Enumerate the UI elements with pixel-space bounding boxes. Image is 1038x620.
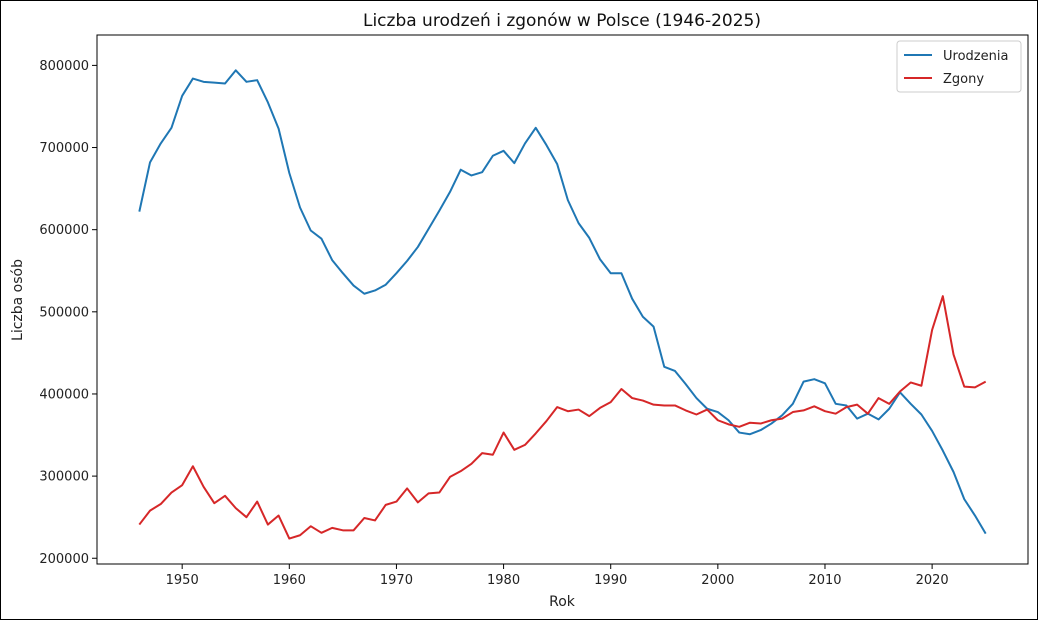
legend-label-zgony: Zgony [943, 72, 984, 87]
legend: Urodzenia Zgony [896, 40, 1022, 93]
x-tick-label: 1980 [487, 573, 520, 588]
y-tick-label: 300000 [39, 470, 89, 485]
plot-area [96, 34, 1029, 565]
y-axis-label: Liczba osób [10, 259, 26, 341]
y-tick-label: 500000 [39, 305, 89, 320]
x-tick-label: 1950 [166, 573, 199, 588]
legend-label-urodzenia: Urodzenia [943, 49, 1008, 64]
series-lines [138, 69, 987, 540]
x-tick-label: 2000 [701, 573, 734, 588]
series-line-zgony [138, 295, 987, 540]
series-line-urodzenia [138, 69, 987, 535]
x-tick-label: 1990 [594, 573, 627, 588]
y-tick-label: 200000 [39, 552, 89, 567]
y-tick-label: 700000 [39, 141, 89, 156]
chart-title: Liczba urodzeń i zgonów w Polsce (1946-2… [363, 11, 761, 31]
y-axis-ticks: 200000 300000 400000 500000 600000 700000 8000… [39, 59, 97, 567]
x-tick-label: 1960 [273, 573, 306, 588]
y-tick-label: 800000 [39, 59, 89, 74]
x-tick-label: 1970 [380, 573, 413, 588]
x-tick-label: 2010 [808, 573, 841, 588]
x-axis-label: Rok [549, 594, 576, 610]
y-tick-label: 600000 [39, 223, 89, 238]
legend-box [896, 40, 1022, 93]
x-axis-ticks: 1950 1960 1970 1980 1990 2000 2010 2020 [166, 564, 949, 588]
y-tick-label: 400000 [39, 387, 89, 402]
x-tick-label: 2020 [916, 573, 949, 588]
